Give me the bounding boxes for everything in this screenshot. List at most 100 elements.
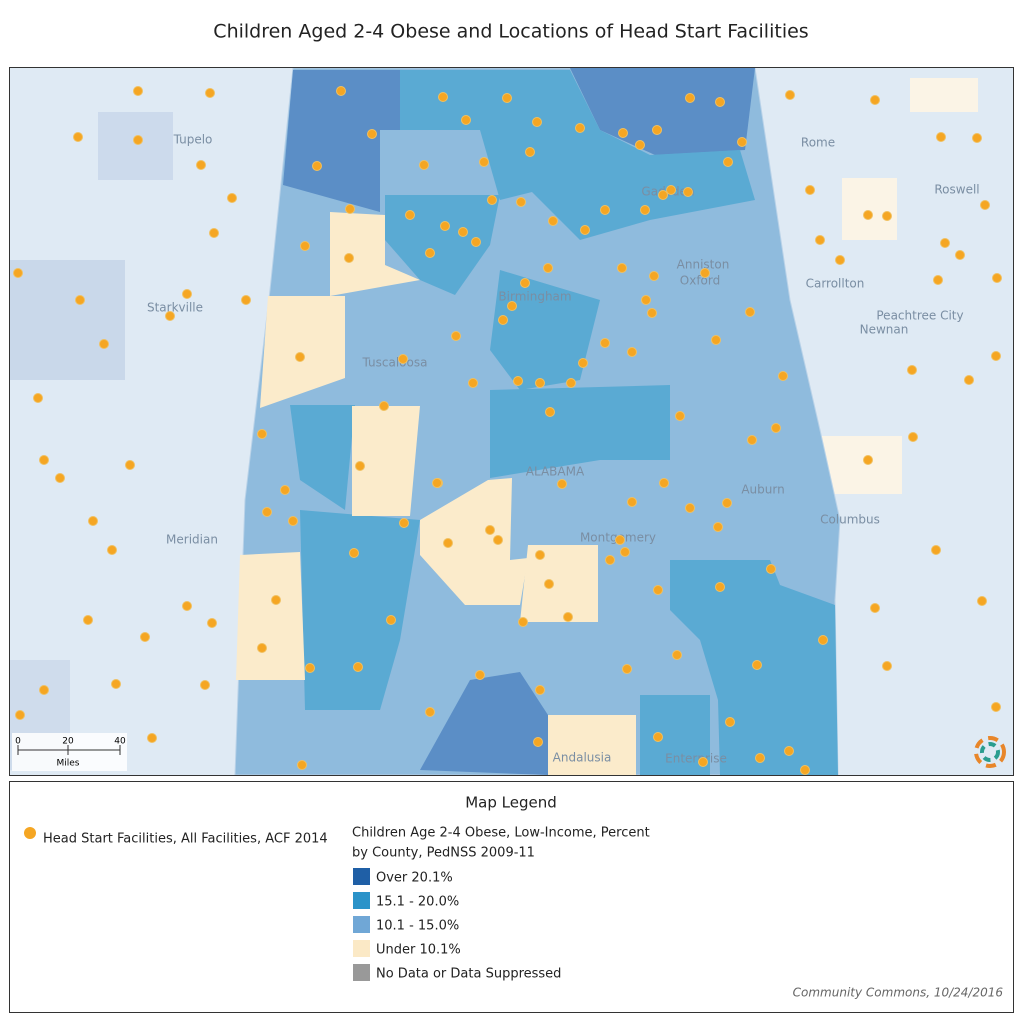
place-label: Meridian: [166, 533, 218, 547]
facility-dot: [617, 263, 627, 273]
facility-dot: [870, 603, 880, 613]
facility-dot: [766, 564, 776, 574]
facility-dot: [992, 273, 1002, 283]
facility-dot: [675, 411, 685, 421]
facility-dot: [785, 90, 795, 100]
facility-dot: [557, 479, 567, 489]
facility-dot: [755, 753, 765, 763]
facility-dot: [125, 460, 135, 470]
title: Children Aged 2-4 Obese and Locations of…: [213, 21, 808, 43]
facility-dot: [818, 635, 828, 645]
facility-dot: [627, 347, 637, 357]
facility-dot: [513, 376, 523, 386]
facility-dot: [784, 746, 794, 756]
facility-dot: [863, 210, 873, 220]
facility-dot: [575, 123, 585, 133]
facility-dot: [747, 435, 757, 445]
facility-dot: [438, 92, 448, 102]
facility-dot: [933, 275, 943, 285]
facility-dot: [666, 185, 676, 195]
facility-dot: [863, 455, 873, 465]
facility-dot: [425, 248, 435, 258]
facility-dot: [908, 432, 918, 442]
facility-dot: [991, 351, 1001, 361]
facility-dot: [605, 555, 615, 565]
facility-dot: [652, 125, 662, 135]
facility-dot: [349, 548, 359, 558]
facility-dot: [147, 733, 157, 743]
facility-dot: [165, 311, 175, 321]
facility-dot: [672, 650, 682, 660]
facility-dot: [520, 278, 530, 288]
facility-dot: [39, 455, 49, 465]
legend-layer-title: Children Age 2-4 Obese, Low-Income, Perc…: [352, 826, 650, 841]
facility-dot: [835, 255, 845, 265]
facility-dot: [600, 338, 610, 348]
facility-dot: [471, 237, 481, 247]
facility-dot: [205, 88, 215, 98]
facility-dot: [83, 615, 93, 625]
facility-dot: [525, 147, 535, 157]
facility-dot: [295, 352, 305, 362]
facility-dot: [15, 710, 25, 720]
facility-dot: [107, 545, 117, 555]
facility-dot: [815, 235, 825, 245]
facility-dot: [955, 250, 965, 260]
facility-dot: [88, 516, 98, 526]
facility-dot: [75, 295, 85, 305]
place-label: Peachtree City: [876, 309, 963, 323]
facility-dot: [545, 407, 555, 417]
facility-dot: [882, 211, 892, 221]
place-label: Newnan: [860, 323, 909, 337]
facility-dot: [543, 263, 553, 273]
facility-dot: [440, 221, 450, 231]
facility-dot: [55, 473, 65, 483]
facility-dot: [600, 205, 610, 215]
legend-dot: [24, 827, 36, 839]
facility-dot: [907, 365, 917, 375]
facility-dot: [367, 129, 377, 139]
facility-dot: [257, 643, 267, 653]
facility-dot: [227, 193, 237, 203]
facility-dot: [870, 95, 880, 105]
facility-dot: [635, 140, 645, 150]
facility-dot: [200, 680, 210, 690]
facility-dot: [800, 765, 810, 775]
facility-dot: [752, 660, 762, 670]
facility-dot: [405, 210, 415, 220]
facility-dot: [566, 378, 576, 388]
facility-dot: [658, 190, 668, 200]
facility-dot: [355, 461, 365, 471]
facility-dot: [262, 507, 272, 517]
facility-dot: [771, 423, 781, 433]
facility-dot: [133, 135, 143, 145]
facility-dot: [532, 117, 542, 127]
facility-dot: [502, 93, 512, 103]
facility-dot: [685, 93, 695, 103]
facility-dot: [468, 378, 478, 388]
facility-dot: [207, 618, 217, 628]
facility-dot: [297, 760, 307, 770]
facility-dot: [399, 518, 409, 528]
place-label: Carrollton: [806, 277, 865, 291]
legend-swatch: [353, 892, 370, 909]
facility-dot: [475, 670, 485, 680]
legend-class-label: 10.1 - 15.0%: [376, 919, 459, 934]
facility-dot: [805, 185, 815, 195]
facility-dot: [647, 308, 657, 318]
facility-dot: [723, 157, 733, 167]
facility-dot: [398, 354, 408, 364]
facility-dot: [196, 160, 206, 170]
scale-unit: Miles: [57, 759, 80, 769]
facility-dot: [535, 378, 545, 388]
legend-swatch: [353, 940, 370, 957]
facility-dot: [485, 525, 495, 535]
facility-dot: [133, 86, 143, 96]
facility-dot: [882, 661, 892, 671]
facility-dot: [977, 596, 987, 606]
facility-dot: [653, 732, 663, 742]
scale-label: 0: [15, 737, 21, 747]
facility-dot: [493, 535, 503, 545]
facility-dot: [182, 289, 192, 299]
facility-dot: [257, 429, 267, 439]
